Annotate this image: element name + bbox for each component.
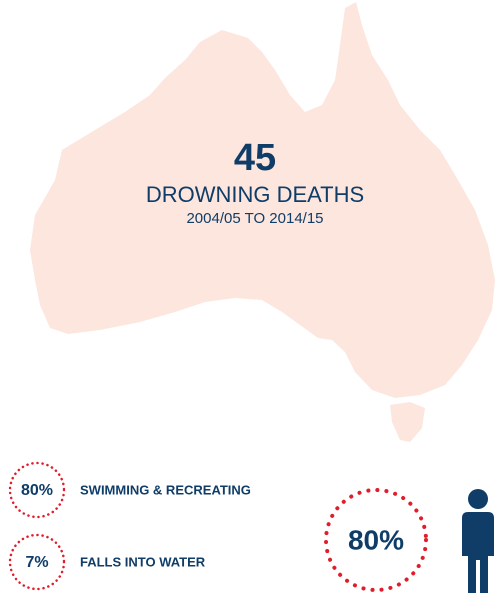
headline-period: 2004/05 TO 2014/15 bbox=[186, 210, 323, 227]
percent-circle bbox=[8, 461, 66, 519]
male-icon bbox=[462, 489, 494, 593]
tasmania bbox=[390, 402, 425, 442]
activity-percent: 7% bbox=[25, 554, 48, 571]
percent-circle bbox=[8, 533, 66, 591]
activity-label: SWIMMING & RECREATING bbox=[80, 482, 251, 497]
activity-label: FALLS INTO WATER bbox=[80, 554, 206, 569]
gender-circle bbox=[324, 488, 428, 592]
gender-percent: 80% bbox=[348, 524, 404, 555]
activity-percent: 80% bbox=[21, 482, 53, 499]
australia-map bbox=[30, 2, 495, 398]
headline-label: DROWNING DEATHS bbox=[146, 182, 364, 207]
headline-number: 45 bbox=[234, 137, 276, 179]
